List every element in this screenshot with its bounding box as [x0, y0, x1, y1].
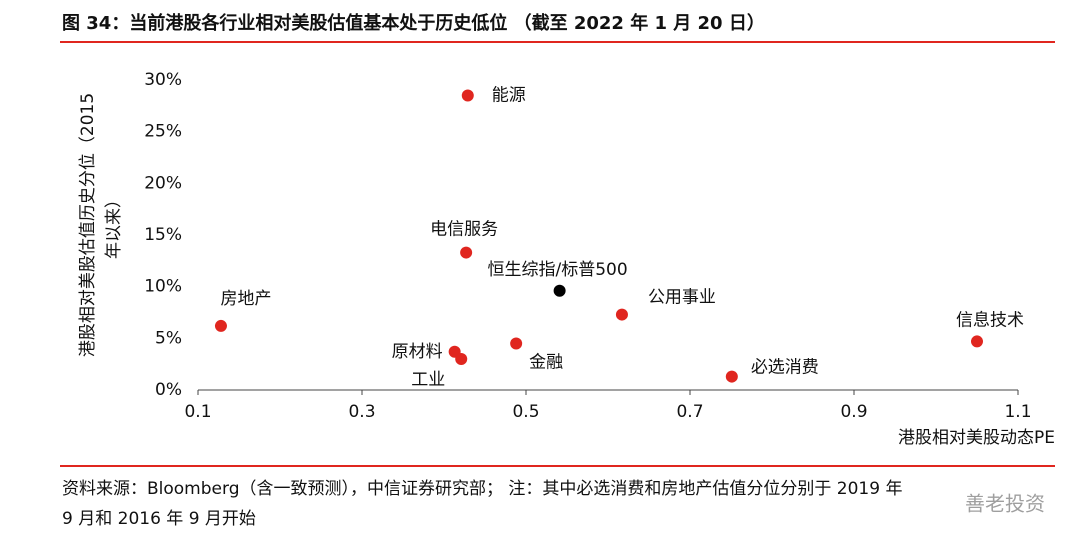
x-tick-label: 0.3: [348, 402, 375, 422]
x-tick-label: 0.9: [840, 402, 867, 422]
y-tick-label: 0%: [155, 380, 182, 400]
footnote: 资料来源：Bloomberg（含一致预测），中信证券研究部； 注：其中必选消费和…: [62, 479, 902, 499]
point-label: 房地产: [220, 289, 271, 309]
point: [214, 319, 227, 332]
point-label: 金融: [529, 353, 563, 373]
y-tick-label: 5%: [155, 328, 182, 348]
point: [461, 89, 474, 102]
point-label: 公用事业: [648, 288, 716, 308]
point-label: 原材料: [392, 342, 443, 362]
x-axis-title: 港股相对美股动态PE: [898, 428, 1055, 448]
point: [725, 370, 738, 383]
y-tick-label: 30%: [144, 70, 182, 90]
y-tick-label: 20%: [144, 173, 182, 193]
chart-title: 图 34：当前港股各行业相对美股估值基本处于历史低位 （截至 2022 年 1 …: [62, 12, 765, 34]
point-label: 能源: [492, 86, 526, 106]
point-label: 工业: [411, 370, 445, 390]
point: [455, 353, 468, 365]
point-label: 必选消费: [751, 358, 819, 378]
y-axis-title-line: 港股相对美股估值历史分位（2015: [78, 93, 98, 357]
point: [971, 335, 983, 348]
point-label: 恒生综指/标普500: [488, 260, 628, 280]
x-tick-label: 0.7: [676, 402, 703, 422]
point: [615, 308, 628, 321]
y-tick-label: 25%: [144, 122, 182, 142]
x-tick-label: 1.1: [1004, 402, 1031, 422]
x-tick-label: 0.1: [184, 402, 211, 422]
y-axis-title: 港股相对美股估值历史分位（2015 年以来）: [78, 93, 124, 357]
y-axis-title-line: 年以来）: [104, 191, 124, 259]
point: [460, 246, 473, 259]
y-tick-label: 10%: [144, 277, 182, 297]
y-tick-label: 15%: [144, 225, 182, 245]
point: [553, 284, 566, 297]
footnote: 9 月和 2016 年 9 月开始: [62, 509, 256, 529]
point: [510, 337, 523, 350]
x-tick-label: 0.5: [512, 402, 539, 422]
point-label: 电信服务: [430, 220, 498, 240]
point-label: 信息技术: [956, 310, 1024, 330]
watermark: 善老投资: [965, 492, 1045, 516]
